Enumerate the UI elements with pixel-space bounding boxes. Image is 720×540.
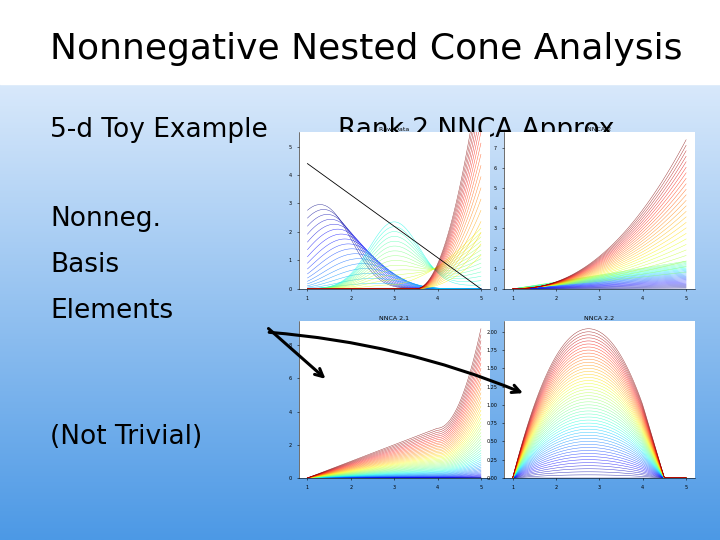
Text: Nonneg.: Nonneg. (50, 206, 161, 232)
Bar (0, 0, 720, 84)
Title: NNCA 2: NNCA 2 (588, 127, 611, 132)
Text: Nonnegative Nested Cone Analysis: Nonnegative Nested Cone Analysis (50, 32, 683, 65)
Title: NNCA 2.2: NNCA 2.2 (585, 316, 614, 321)
Title: Raw Data: Raw Data (379, 127, 410, 132)
Text: Elements: Elements (50, 298, 174, 323)
Text: 5-d Toy Example: 5-d Toy Example (50, 117, 268, 143)
Title: NNCA 2.1: NNCA 2.1 (379, 316, 409, 321)
Text: Basis: Basis (50, 252, 120, 278)
Text: Rank 2 NNCA Approx.: Rank 2 NNCA Approx. (338, 117, 624, 143)
Text: (Not Trivial): (Not Trivial) (50, 424, 202, 450)
